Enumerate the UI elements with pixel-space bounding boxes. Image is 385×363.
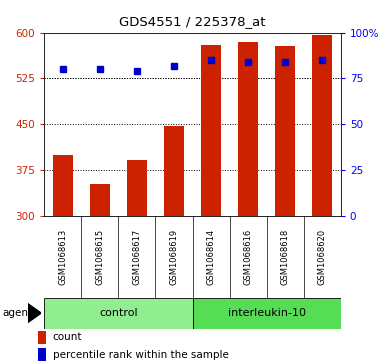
Bar bbox=[53, 155, 73, 216]
Bar bbox=[275, 46, 295, 216]
Text: GDS4551 / 225378_at: GDS4551 / 225378_at bbox=[119, 15, 266, 28]
Text: count: count bbox=[53, 333, 82, 342]
Bar bbox=[312, 34, 332, 216]
Bar bbox=[201, 45, 221, 216]
Text: GSM1068615: GSM1068615 bbox=[95, 229, 104, 285]
Bar bbox=[192, 298, 341, 329]
Text: agent: agent bbox=[2, 308, 32, 318]
Text: interleukin-10: interleukin-10 bbox=[228, 308, 306, 318]
Text: GSM1068618: GSM1068618 bbox=[281, 229, 290, 285]
Text: control: control bbox=[99, 308, 138, 318]
Text: GSM1068620: GSM1068620 bbox=[318, 229, 327, 285]
Bar bbox=[127, 160, 147, 216]
Text: GSM1068617: GSM1068617 bbox=[132, 229, 141, 285]
Text: GSM1068619: GSM1068619 bbox=[169, 229, 179, 285]
Text: percentile rank within the sample: percentile rank within the sample bbox=[53, 350, 229, 360]
Bar bbox=[164, 126, 184, 216]
Polygon shape bbox=[28, 303, 41, 323]
Bar bbox=[90, 184, 110, 216]
Bar bbox=[38, 331, 46, 344]
Text: GSM1068614: GSM1068614 bbox=[206, 229, 216, 285]
Bar bbox=[238, 42, 258, 216]
Bar bbox=[38, 348, 46, 361]
Text: GSM1068616: GSM1068616 bbox=[244, 229, 253, 285]
Text: GSM1068613: GSM1068613 bbox=[58, 229, 67, 285]
Bar bbox=[44, 298, 192, 329]
